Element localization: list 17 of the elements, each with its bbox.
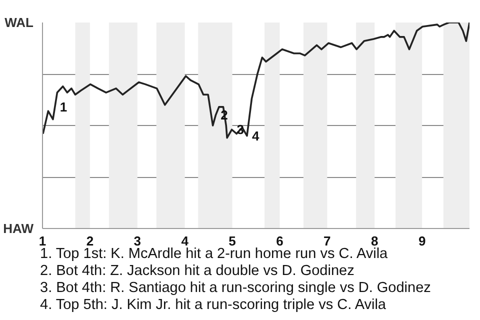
text: 4. Top 5th: J. Kim Jr. hit a run-scoring triple vs C. Avila xyxy=(40,297,387,314)
x-tick-label: 8 xyxy=(370,234,378,248)
x-tick-label: 7 xyxy=(324,234,331,248)
text: 1. Top 1st: K. McArdle hit a 2-run home run vs C. Avila xyxy=(40,246,388,262)
text: 2. Bot 4th: Z. Jackson hit a double vs D. Godinez xyxy=(40,263,356,280)
x-tick-label: 1 xyxy=(38,234,46,248)
x-tick-label: 4 xyxy=(181,234,190,248)
annotation: 4 xyxy=(252,128,260,144)
x-tick-label: 6 xyxy=(276,234,284,248)
x-tick-label: 2 xyxy=(86,234,94,248)
x-tick-label: 5 xyxy=(228,234,236,248)
annotation: 1 xyxy=(60,99,68,114)
x-tick-label: 9 xyxy=(418,234,426,248)
text: HAW xyxy=(3,221,34,236)
text: 3. Bot 4th: R. Santiago hit a run-scoring single vs D. Godinez xyxy=(40,280,431,297)
x-tick-label: 3 xyxy=(134,234,142,248)
text: WAL xyxy=(4,15,34,30)
